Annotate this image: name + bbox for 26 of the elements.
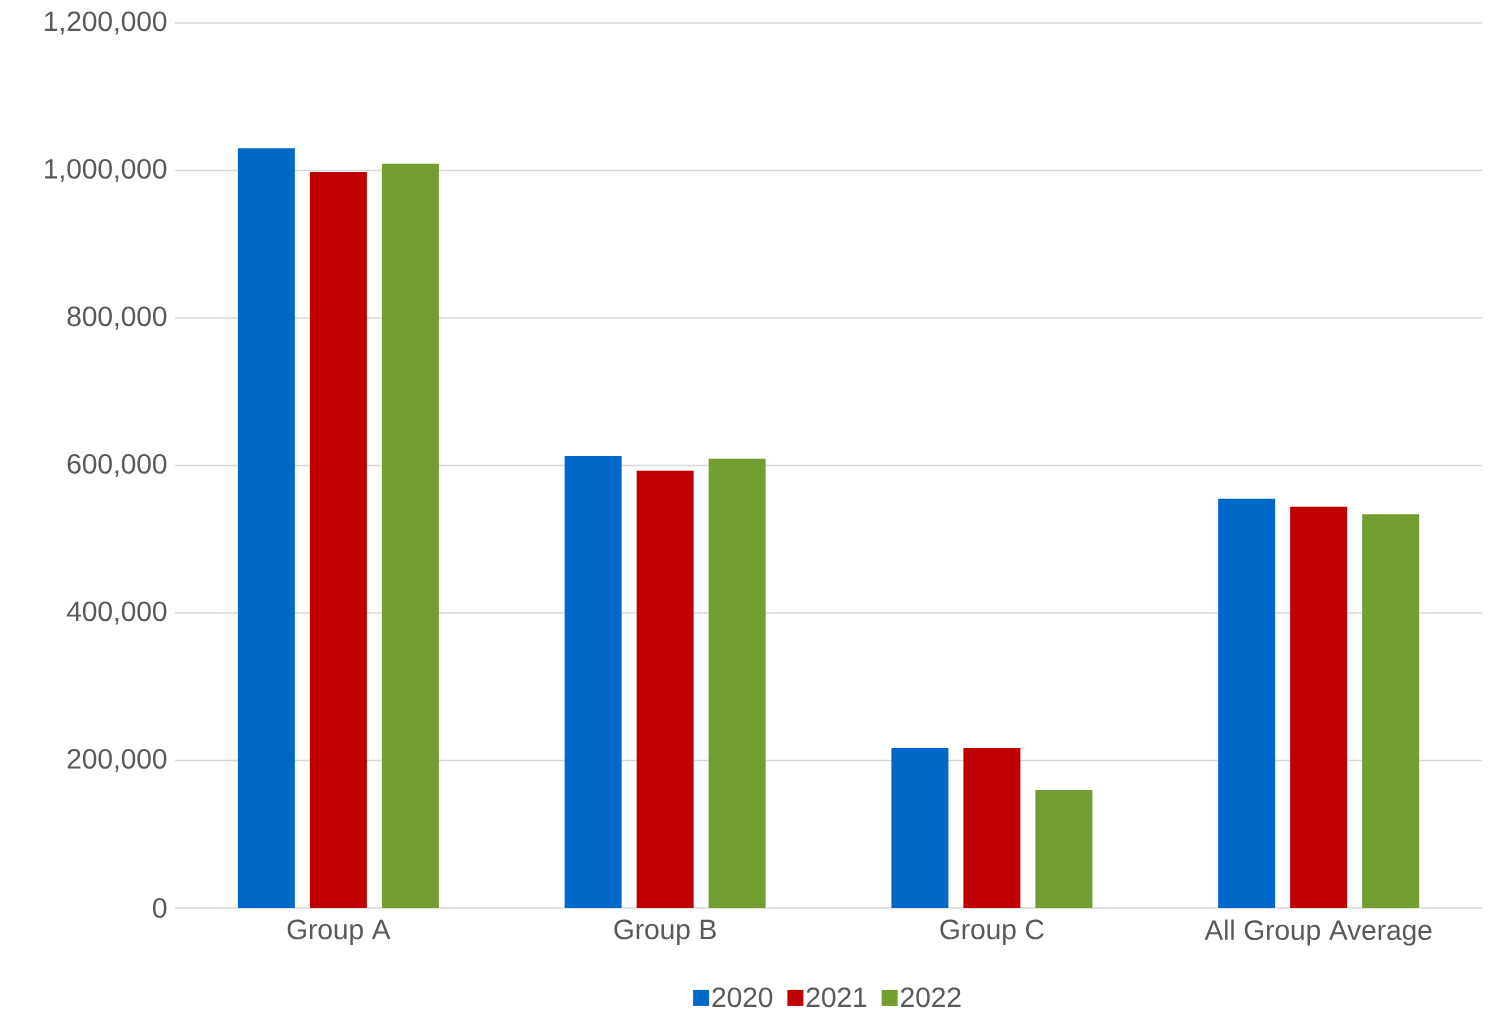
y-tick-label: 0 bbox=[153, 898, 167, 918]
bar bbox=[636, 470, 694, 908]
bar bbox=[708, 458, 766, 908]
legend-label: 2021 bbox=[806, 987, 867, 1008]
x-tick-label: All Group Average bbox=[1204, 919, 1432, 946]
bar bbox=[1362, 514, 1420, 908]
bar bbox=[1290, 506, 1348, 908]
bar bbox=[309, 171, 367, 908]
bar bbox=[891, 747, 949, 908]
bar bbox=[1218, 498, 1276, 908]
y-tick-label: 400,000 bbox=[66, 601, 167, 625]
y-tick-label: 800,000 bbox=[67, 306, 167, 330]
x-tick-label: Group C bbox=[940, 919, 1044, 945]
bar bbox=[237, 148, 295, 908]
legend-label: 2020 bbox=[712, 987, 773, 1008]
bar bbox=[381, 163, 439, 908]
legend-label: 2022 bbox=[901, 987, 961, 1008]
bar bbox=[963, 747, 1021, 908]
x-tick-label: Group A bbox=[287, 919, 391, 945]
y-tick-label: 600,000 bbox=[67, 453, 167, 478]
bar bbox=[1035, 790, 1093, 908]
x-tick-label: Group B bbox=[614, 919, 716, 945]
y-tick-label: 200,000 bbox=[67, 748, 167, 773]
y-tick-label: 1,200,000 bbox=[45, 11, 167, 35]
y-tick-label: 1,000,000 bbox=[45, 158, 167, 183]
bar bbox=[564, 455, 622, 908]
